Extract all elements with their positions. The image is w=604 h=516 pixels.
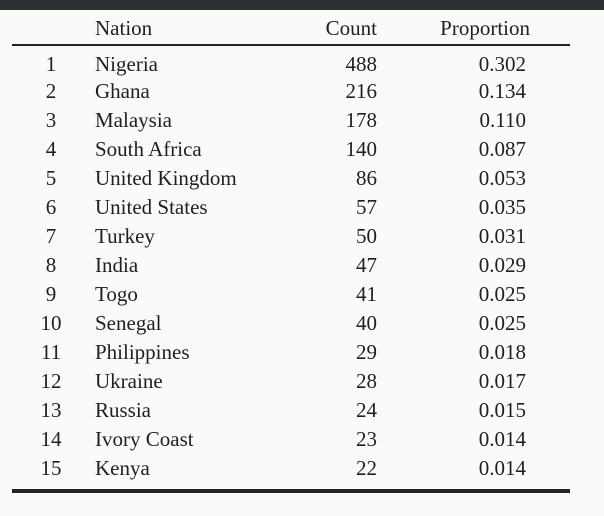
proportion-cell: 0.302 bbox=[478, 52, 526, 76]
rank-cell: 15 bbox=[40, 456, 62, 480]
rank-cell: 5 bbox=[45, 166, 57, 190]
count-cell: 216 bbox=[345, 79, 378, 103]
nation-cell: Kenya bbox=[95, 456, 150, 480]
table-row: 3 Malaysia 178 0.110 bbox=[12, 106, 570, 135]
table-row: 4 South Africa 140 0.087 bbox=[12, 135, 570, 164]
count-cell: 140 bbox=[345, 137, 378, 161]
proportion-cell: 0.053 bbox=[478, 166, 526, 190]
proportion-cell: 0.025 bbox=[478, 311, 526, 335]
count-cell: 178 bbox=[345, 108, 378, 132]
proportion-cell: 0.110 bbox=[479, 108, 526, 132]
proportion-cell: 0.025 bbox=[478, 282, 526, 306]
rank-cell: 6 bbox=[45, 195, 57, 219]
count-cell: 57 bbox=[356, 195, 377, 219]
rank-cell: 10 bbox=[40, 311, 62, 335]
rank-cell: 1 bbox=[45, 52, 57, 76]
rank-cell: 2 bbox=[45, 79, 57, 103]
table-row: 1 Nigeria 488 0.302 bbox=[12, 45, 570, 77]
count-column-header: Count bbox=[280, 12, 377, 46]
rank-cell: 9 bbox=[45, 282, 57, 306]
nation-count-table: Nation Count Proportion 1 Nigeria 488 0.… bbox=[12, 12, 570, 493]
count-cell: 86 bbox=[356, 166, 377, 190]
proportion-cell: 0.134 bbox=[478, 79, 526, 103]
table-row: 14 Ivory Coast 23 0.014 bbox=[12, 425, 570, 454]
nation-cell: United States bbox=[95, 195, 208, 219]
rank-cell: 4 bbox=[45, 137, 57, 161]
header-row: Nation Count Proportion bbox=[12, 12, 570, 46]
table-row: 7 Turkey 50 0.031 bbox=[12, 222, 570, 251]
nation-cell: Togo bbox=[95, 282, 138, 306]
rank-cell: 3 bbox=[45, 108, 57, 132]
table-row: 11 Philippines 29 0.018 bbox=[12, 338, 570, 367]
nation-cell: India bbox=[95, 253, 139, 277]
nation-cell: Ghana bbox=[95, 79, 150, 103]
rank-cell: 13 bbox=[40, 398, 62, 422]
count-cell: 22 bbox=[356, 456, 377, 480]
rank-cell: 11 bbox=[40, 340, 62, 364]
proportion-cell: 0.029 bbox=[478, 253, 526, 277]
nation-cell: Philippines bbox=[95, 340, 190, 364]
proportion-cell: 0.087 bbox=[478, 137, 526, 161]
proportion-cell: 0.018 bbox=[478, 340, 526, 364]
count-cell: 23 bbox=[356, 427, 377, 451]
nation-cell: Nigeria bbox=[95, 52, 158, 76]
rank-cell: 12 bbox=[40, 369, 62, 393]
rank-column-header bbox=[12, 12, 90, 46]
table-row: 8 India 47 0.029 bbox=[12, 251, 570, 280]
rank-cell: 8 bbox=[45, 253, 57, 277]
proportion-cell: 0.017 bbox=[478, 369, 526, 393]
table-bottom-rule bbox=[12, 489, 570, 493]
table-row: 13 Russia 24 0.015 bbox=[12, 396, 570, 425]
table-row: 12 Ukraine 28 0.017 bbox=[12, 367, 570, 396]
proportion-cell: 0.015 bbox=[478, 398, 526, 422]
nation-cell: Turkey bbox=[95, 224, 155, 248]
nation-cell: Malaysia bbox=[95, 108, 172, 132]
count-cell: 24 bbox=[356, 398, 377, 422]
table-row: 5 United Kingdom 86 0.053 bbox=[12, 164, 570, 193]
nation-cell: Senegal bbox=[95, 311, 162, 335]
count-cell: 28 bbox=[356, 369, 377, 393]
nation-cell: Ukraine bbox=[95, 369, 163, 393]
table-row: 9 Togo 41 0.025 bbox=[12, 280, 570, 309]
table-header: Nation Count Proportion bbox=[12, 12, 570, 46]
proportion-cell: 0.014 bbox=[478, 456, 526, 480]
table: Nation Count Proportion 1 Nigeria 488 0.… bbox=[12, 12, 570, 483]
count-cell: 50 bbox=[356, 224, 377, 248]
count-cell: 29 bbox=[356, 340, 377, 364]
table-row: 10 Senegal 40 0.025 bbox=[12, 309, 570, 338]
rank-cell: 14 bbox=[40, 427, 62, 451]
nation-cell: Russia bbox=[95, 398, 152, 422]
table-body: 1 Nigeria 488 0.302 2 Ghana 216 0.134 3 … bbox=[12, 45, 570, 483]
cropped-content-bar bbox=[0, 0, 604, 10]
nation-cell: Ivory Coast bbox=[95, 427, 194, 451]
count-cell: 41 bbox=[356, 282, 377, 306]
table-row: 2 Ghana 216 0.134 bbox=[12, 77, 570, 106]
count-cell: 488 bbox=[345, 52, 378, 76]
proportion-cell: 0.035 bbox=[478, 195, 526, 219]
rank-cell: 7 bbox=[45, 224, 57, 248]
table-row: 15 Kenya 22 0.014 bbox=[12, 454, 570, 483]
table-row: 6 United States 57 0.035 bbox=[12, 193, 570, 222]
proportion-column-header: Proportion bbox=[377, 12, 570, 46]
count-cell: 47 bbox=[356, 253, 377, 277]
count-cell: 40 bbox=[356, 311, 377, 335]
nation-cell: United Kingdom bbox=[95, 166, 237, 190]
proportion-cell: 0.031 bbox=[478, 224, 526, 248]
nation-cell: South Africa bbox=[95, 137, 202, 161]
nation-column-header: Nation bbox=[90, 12, 280, 46]
proportion-cell: 0.014 bbox=[478, 427, 526, 451]
